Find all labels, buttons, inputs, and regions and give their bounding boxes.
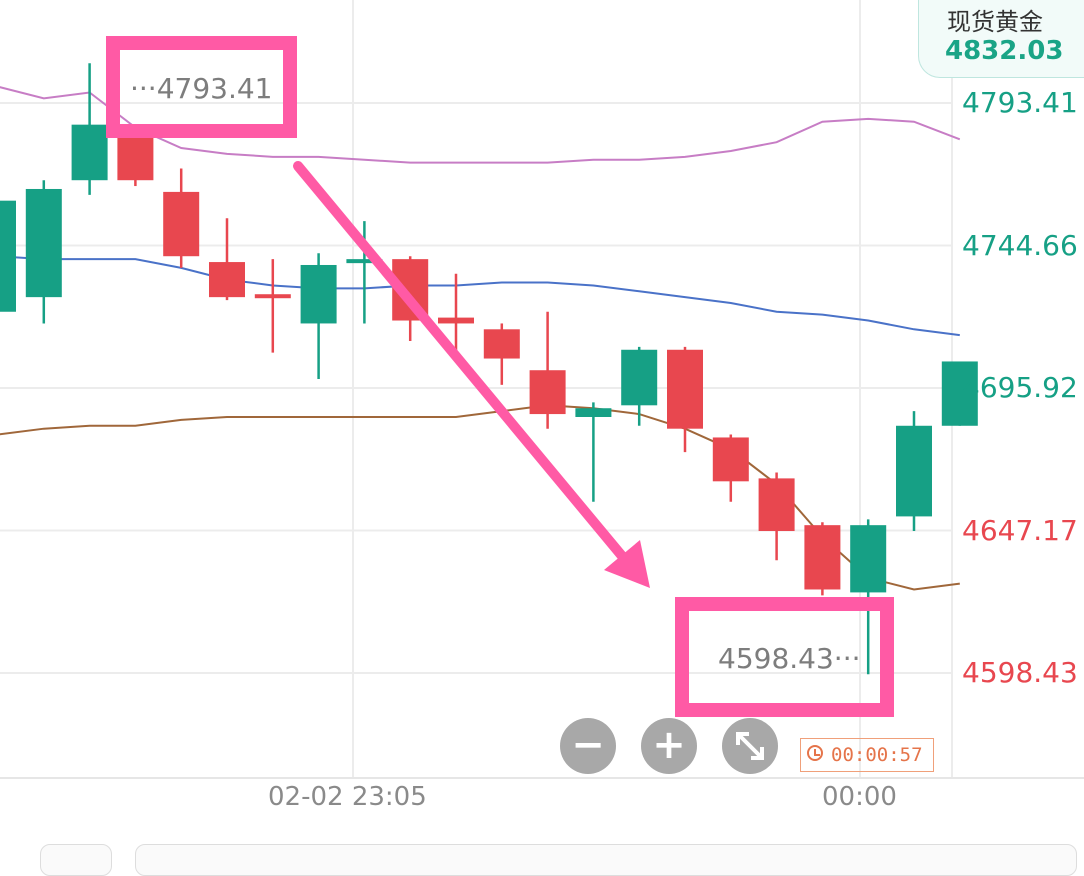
- annotations: ···4793.41 4598.43···: [106, 36, 894, 717]
- candle-body: [25, 188, 62, 298]
- candle: [483, 323, 520, 385]
- last-price: 4832.03: [945, 36, 1064, 66]
- trend-arrow-line: [293, 161, 627, 561]
- trend-arrow-head: [604, 540, 650, 588]
- y-tick-label: 4695.92: [962, 371, 1078, 404]
- candle: [25, 180, 62, 324]
- candle: [896, 411, 932, 532]
- x-tick-label: 02-02 23:05: [268, 782, 427, 812]
- clock-icon: [807, 745, 823, 761]
- expand-icon: [736, 732, 764, 760]
- minus-icon: −: [571, 722, 605, 768]
- price-badge[interactable]: 现货黄金 4832.03: [918, 0, 1084, 78]
- countdown-text: 00:00:57: [831, 744, 923, 766]
- candle: [438, 273, 474, 356]
- candle: [667, 346, 703, 453]
- bottom-toolbar: [0, 830, 1084, 876]
- middle-band-line: [0, 255, 960, 337]
- candle: [254, 259, 291, 353]
- y-tick-label: 4744.66: [962, 228, 1078, 262]
- candle-body: [529, 370, 566, 415]
- candle-body: [346, 259, 383, 264]
- candle: [712, 434, 749, 502]
- candle-body: [804, 525, 841, 590]
- low-price-label: 4598.43···: [718, 642, 861, 675]
- instrument-name: 现货黄金: [947, 8, 1043, 36]
- candle: [529, 311, 566, 429]
- candle-body: [896, 425, 932, 517]
- candle-body: [712, 437, 749, 482]
- candle: [621, 346, 658, 426]
- x-tick-label: 00:00: [822, 782, 897, 812]
- zoom-in-button[interactable]: +: [641, 718, 697, 774]
- candle-body: [941, 361, 978, 426]
- fullscreen-button[interactable]: [722, 718, 778, 774]
- y-tick-label: 4793.41: [962, 86, 1078, 119]
- lower-band-line: [0, 404, 960, 591]
- candle-body: [575, 408, 612, 417]
- candle-body: [667, 349, 703, 429]
- candle: [804, 522, 841, 596]
- candle: [71, 63, 108, 195]
- y-tick-label: 4647.17: [962, 513, 1078, 547]
- candle-body: [0, 200, 16, 312]
- candle: [850, 519, 887, 675]
- y-tick-label: 4598.43: [962, 656, 1078, 689]
- countdown-timer: 00:00:57: [800, 738, 934, 772]
- toolbar-field[interactable]: [135, 844, 1077, 876]
- candles: [0, 63, 978, 675]
- candle-body: [163, 191, 200, 257]
- candle: [209, 218, 245, 301]
- candle: [941, 361, 978, 426]
- plus-icon: +: [652, 722, 686, 768]
- grid: [0, 0, 1084, 779]
- high-price-label: ···4793.41: [130, 72, 273, 105]
- candle-body: [758, 478, 795, 532]
- candle: [163, 168, 200, 268]
- candle-body: [300, 264, 337, 324]
- candle-body: [254, 294, 291, 299]
- candlestick-chart[interactable]: ···4793.41 4598.43···: [0, 0, 1084, 850]
- highlight-box-low: [675, 597, 894, 717]
- candle: [575, 402, 612, 502]
- candle-body: [209, 262, 245, 298]
- candle: [0, 200, 16, 312]
- candle-body: [71, 124, 108, 181]
- candle: [300, 253, 337, 379]
- candle-body: [621, 349, 658, 406]
- toolbar-tab[interactable]: [40, 844, 112, 876]
- candle: [758, 472, 795, 561]
- zoom-out-button[interactable]: −: [560, 718, 616, 774]
- highlight-box-high: [106, 36, 297, 138]
- candle-body: [438, 317, 474, 324]
- candle-body: [850, 525, 887, 593]
- candle-body: [483, 329, 520, 359]
